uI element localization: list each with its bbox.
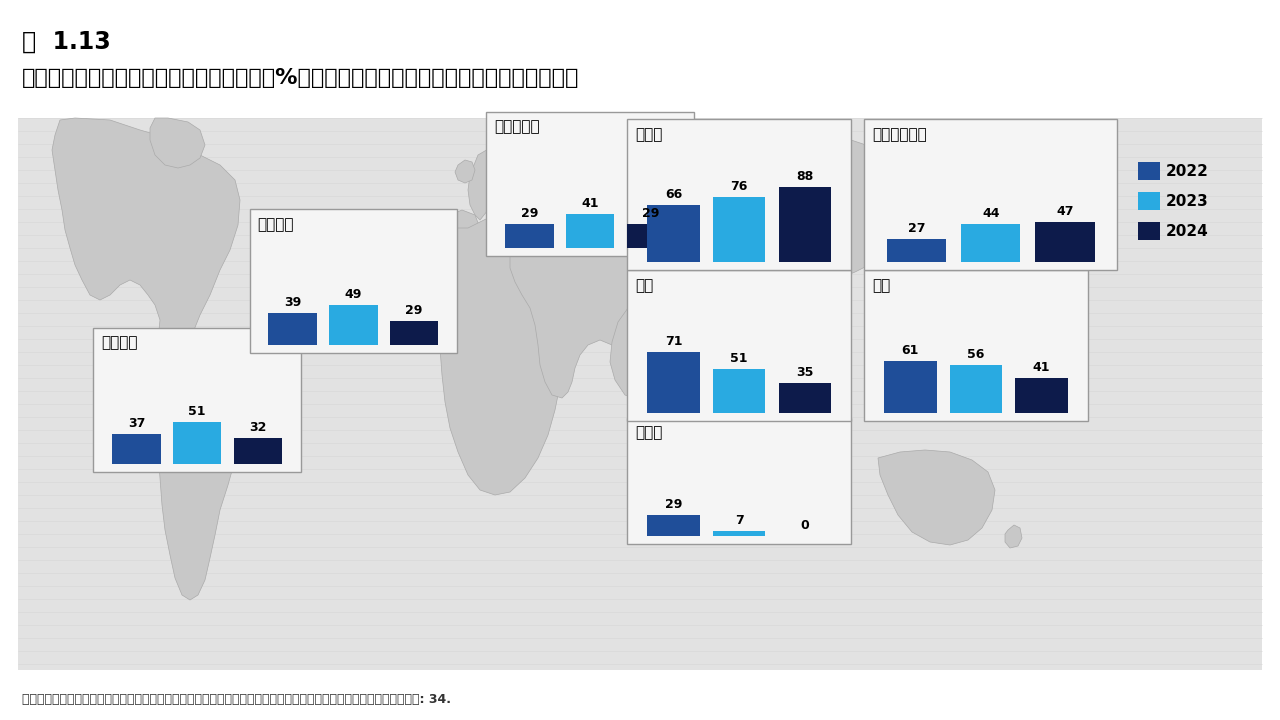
Text: 南アフリカ: 南アフリカ (494, 120, 540, 135)
Bar (1015, 378, 1068, 413)
Bar (506, 224, 554, 248)
Text: 29: 29 (643, 207, 659, 220)
Bar (566, 215, 614, 248)
Polygon shape (440, 215, 568, 495)
Text: 新興国債券のエクスポージャーを拡大する上で魅力的だと思う市場は次のうちどれですか？に対する回答数：？回答数: 34.: 新興国債券のエクスポージャーを拡大する上で魅力的だと思う市場は次のうちどれですか… (22, 693, 451, 706)
Text: 44: 44 (982, 207, 1000, 220)
Bar (627, 119, 851, 270)
Text: メキシコ: メキシコ (101, 336, 138, 351)
Bar (269, 313, 317, 345)
Polygon shape (873, 210, 899, 238)
Polygon shape (445, 210, 480, 248)
Text: 35: 35 (796, 366, 814, 379)
Text: 88: 88 (796, 169, 813, 183)
Text: インド: インド (635, 127, 663, 142)
Bar (1138, 162, 1160, 180)
Text: 32: 32 (250, 420, 266, 433)
Bar (713, 531, 765, 536)
Text: ブラジル: ブラジル (257, 217, 294, 232)
Bar (648, 352, 700, 413)
Bar (329, 305, 378, 345)
Bar (961, 224, 1020, 262)
Text: 51: 51 (731, 353, 748, 366)
Text: 76: 76 (731, 180, 748, 193)
Bar (18, 118, 1262, 670)
Bar (486, 112, 694, 256)
Bar (1036, 222, 1094, 262)
Text: 37: 37 (128, 417, 145, 430)
Bar (864, 119, 1117, 270)
Text: 27: 27 (908, 222, 925, 235)
Text: 2023: 2023 (1166, 194, 1208, 209)
Text: 41: 41 (1033, 361, 1051, 374)
Bar (1138, 222, 1160, 240)
Text: 56: 56 (968, 348, 984, 361)
Text: インドネシア: インドネシア (872, 127, 927, 142)
Bar (627, 418, 851, 544)
Bar (389, 321, 438, 345)
Bar (250, 209, 457, 353)
Polygon shape (468, 145, 561, 220)
Bar (233, 438, 282, 464)
Polygon shape (1005, 525, 1021, 548)
Bar (887, 239, 946, 262)
Bar (778, 383, 831, 413)
Bar (627, 270, 851, 421)
Bar (626, 224, 675, 248)
Text: 41: 41 (581, 197, 599, 210)
Text: 71: 71 (664, 336, 682, 348)
Text: 0: 0 (800, 518, 809, 531)
Bar (713, 369, 765, 413)
Text: 2022: 2022 (1166, 163, 1208, 179)
Text: 49: 49 (344, 288, 362, 301)
Bar (950, 365, 1002, 413)
Text: 29: 29 (664, 498, 682, 511)
Polygon shape (157, 385, 238, 600)
Bar (713, 197, 765, 262)
Polygon shape (742, 298, 785, 372)
Bar (648, 516, 700, 536)
Text: 66: 66 (666, 189, 682, 202)
Text: 中国: 中国 (635, 278, 654, 293)
Bar (1138, 192, 1160, 210)
Text: 新興国債券の観点から最も魅力的な市場（%、引用、ソブリン・ウェルス・ファンドのみ）: 新興国債券の観点から最も魅力的な市場（%、引用、ソブリン・ウェルス・ファンドのみ… (22, 68, 580, 88)
Text: 29: 29 (521, 207, 538, 220)
Bar (113, 433, 161, 464)
Bar (884, 361, 937, 413)
Bar (648, 205, 700, 262)
Text: 韓国: 韓国 (872, 278, 891, 293)
Bar (173, 422, 221, 464)
Bar (93, 328, 301, 472)
Text: 51: 51 (188, 405, 206, 418)
Text: 2024: 2024 (1166, 223, 1208, 238)
Polygon shape (509, 125, 925, 398)
Text: 61: 61 (901, 344, 919, 357)
Polygon shape (878, 450, 995, 545)
Polygon shape (611, 290, 682, 400)
Polygon shape (52, 118, 241, 390)
Bar (864, 270, 1088, 421)
Text: ロシア: ロシア (635, 426, 663, 441)
Polygon shape (897, 188, 918, 215)
Bar (778, 186, 831, 262)
Text: 47: 47 (1056, 204, 1074, 217)
Text: 29: 29 (406, 305, 422, 318)
Text: 7: 7 (735, 513, 744, 527)
Polygon shape (454, 160, 475, 183)
Text: 図  1.13: 図 1.13 (22, 30, 111, 54)
Polygon shape (150, 118, 205, 168)
Text: 39: 39 (284, 296, 301, 309)
